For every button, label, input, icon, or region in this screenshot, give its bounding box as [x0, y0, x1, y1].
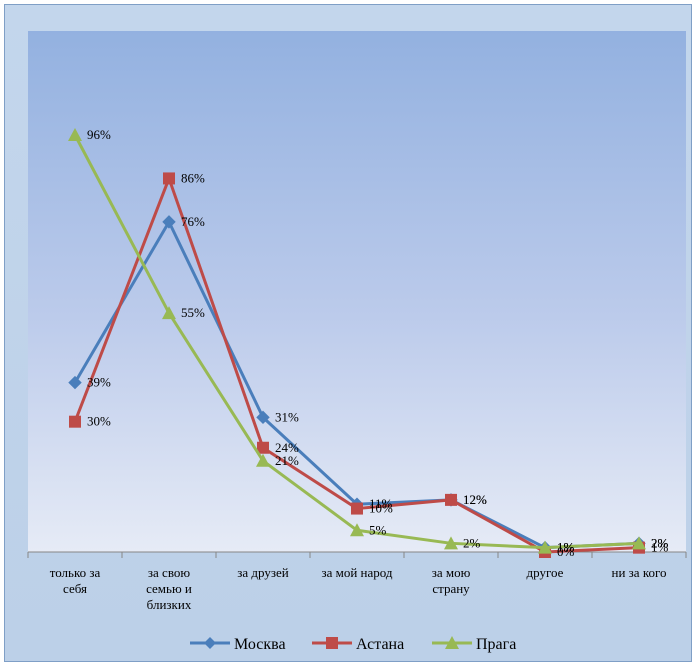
data-label: 24% [275, 440, 299, 455]
legend-marker [326, 637, 338, 649]
x-tick-label: за друзей [237, 565, 289, 580]
data-label: 2% [651, 535, 669, 550]
data-label: 76% [181, 214, 205, 229]
legend-label: Прага [476, 636, 516, 653]
data-label: 30% [87, 414, 111, 429]
data-label: 31% [275, 409, 299, 424]
data-label: 12% [463, 492, 487, 507]
data-point [350, 523, 364, 537]
data-label: 5% [369, 522, 387, 537]
data-label: 1% [557, 540, 575, 555]
x-tick-label: за мою страну [432, 565, 471, 596]
legend-label: Москва [234, 636, 286, 653]
legend: Москва Астана Прага [190, 636, 516, 653]
x-axis: только за себя за свою семью и близких за дру… [27, 551, 687, 612]
data-point [68, 375, 82, 390]
x-tick-label: ни за кого [612, 565, 667, 580]
data-point [444, 536, 458, 550]
data-label: 0% [557, 544, 575, 559]
data-point [632, 536, 646, 550]
data-label: 1% [557, 540, 575, 555]
data-point [445, 493, 457, 506]
data-label: 86% [181, 170, 205, 185]
series-layer [68, 128, 646, 558]
x-tick-label: другое [527, 565, 564, 580]
data-label: 10% [369, 501, 393, 516]
series-2 [68, 128, 646, 554]
data-label: 1% [651, 540, 669, 555]
data-label: 55% [181, 305, 205, 320]
legend-marker [445, 636, 459, 649]
data-point [69, 415, 81, 428]
data-label: 39% [87, 375, 111, 390]
data-label: 2% [463, 535, 481, 550]
legend-item: Москва [190, 636, 286, 653]
legend-marker [204, 637, 216, 649]
data-point [256, 410, 270, 425]
data-point [163, 172, 175, 185]
data-point [538, 540, 552, 554]
data-point [257, 441, 269, 454]
data-point [256, 453, 270, 467]
data-label: 2% [651, 535, 669, 550]
x-tick-label: за мой народ [321, 565, 392, 580]
legend-item: Астана [312, 636, 404, 653]
data-point [351, 502, 363, 515]
data-point [162, 306, 176, 320]
legend-label: Астана [356, 636, 404, 653]
data-labels: 39%76%31%11% 12%1% 2%30%86%24%10%12%0% 1%96… [87, 127, 669, 559]
data-label: 96% [87, 127, 111, 142]
data-label: 12% [463, 492, 487, 507]
x-tick-label: только за себя [50, 565, 101, 596]
data-label: 21% [275, 453, 299, 468]
data-label: 11% [369, 496, 393, 511]
data-point [162, 215, 176, 229]
legend-item: Прага [432, 636, 516, 653]
plot-area [28, 31, 686, 552]
data-point [68, 128, 82, 141]
x-tick-label: за свою семью и близких [146, 565, 192, 612]
